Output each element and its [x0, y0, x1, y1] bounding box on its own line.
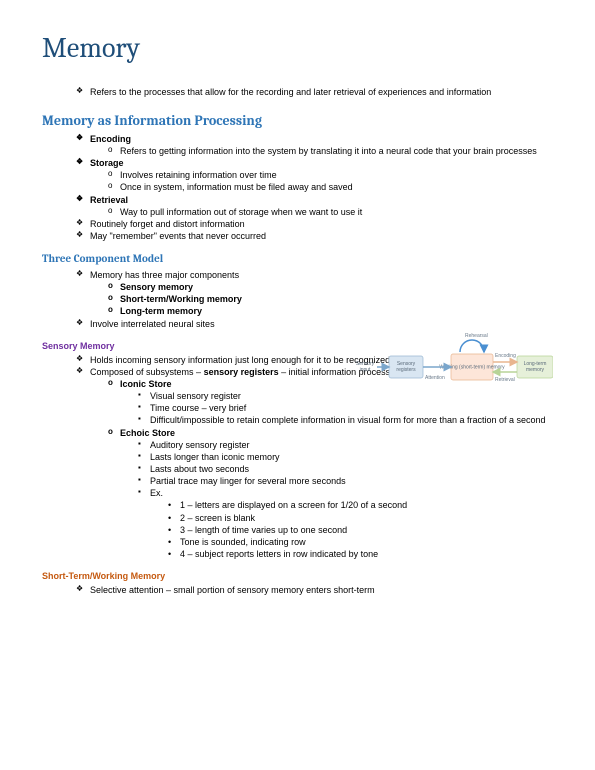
list-item: Storage — [42, 157, 553, 169]
list-item: Short-term/Working memory — [42, 293, 553, 305]
list-item: Refers to getting information into the s… — [42, 145, 553, 157]
svg-text:Attention: Attention — [425, 375, 445, 381]
svg-text:Encoding: Encoding — [495, 353, 516, 359]
list-item: 2 – screen is blank — [42, 512, 553, 524]
list-item: Involve interrelated neural sites — [42, 318, 553, 330]
list-item: Routinely forget and distort information — [42, 218, 553, 230]
list-item: Encoding — [42, 133, 553, 145]
intro-list: Refers to the processes that allow for t… — [42, 86, 553, 98]
list-item: Difficult/impossible to retain complete … — [42, 414, 553, 426]
section-list: EncodingRefers to getting information in… — [42, 133, 553, 242]
list-item: Partial trace may linger for several mor… — [42, 475, 553, 487]
list-item: Ex. — [42, 487, 553, 499]
list-item: Long-term memory — [42, 305, 553, 317]
svg-text:Sensoryregisters: Sensoryregisters — [396, 361, 416, 373]
list-item: 4 – subject reports letters in row indic… — [42, 548, 553, 560]
list-item: Selective attention – small portion of s… — [42, 584, 553, 596]
list-item: Lasts longer than iconic memory — [42, 451, 553, 463]
page-title: Memory — [42, 30, 553, 68]
svg-text:Long-termmemory: Long-termmemory — [524, 361, 547, 373]
list-item: Retrieval — [42, 194, 553, 206]
list-item: May "remember" events that never occurre… — [42, 230, 553, 242]
section-heading: Three Component Model — [42, 252, 553, 267]
svg-text:Sensoryinput: Sensoryinput — [356, 361, 375, 373]
diagram-svg: SensoryinputSensoryregistersWorking (sho… — [353, 330, 553, 394]
list-item: Echoic Store — [42, 427, 553, 439]
list-item: Auditory sensory register — [42, 439, 553, 451]
section-heading: Short-Term/Working Memory — [42, 570, 553, 582]
section-heading: Memory as Information Processing — [42, 112, 553, 131]
svg-text:Retrieval: Retrieval — [495, 377, 515, 383]
list-item: Tone is sounded, indicating row — [42, 536, 553, 548]
list-item: Memory has three major components — [42, 269, 553, 281]
list-item: Sensory memory — [42, 281, 553, 293]
list-item: 1 – letters are displayed on a screen fo… — [42, 499, 553, 511]
intro-item: Refers to the processes that allow for t… — [42, 86, 553, 98]
list-item: Way to pull information out of storage w… — [42, 206, 553, 218]
section-list: Memory has three major componentsSensory… — [42, 269, 553, 330]
list-item: 3 – length of time varies up to one seco… — [42, 524, 553, 536]
memory-model-diagram: SensoryinputSensoryregistersWorking (sho… — [353, 330, 553, 394]
section-list: Selective attention – small portion of s… — [42, 584, 553, 596]
svg-text:Rehearsal: Rehearsal — [465, 333, 488, 339]
list-item: Once in system, information must be file… — [42, 181, 553, 193]
list-item: Time course – very brief — [42, 402, 553, 414]
list-item: Lasts about two seconds — [42, 463, 553, 475]
list-item: Involves retaining information over time — [42, 169, 553, 181]
